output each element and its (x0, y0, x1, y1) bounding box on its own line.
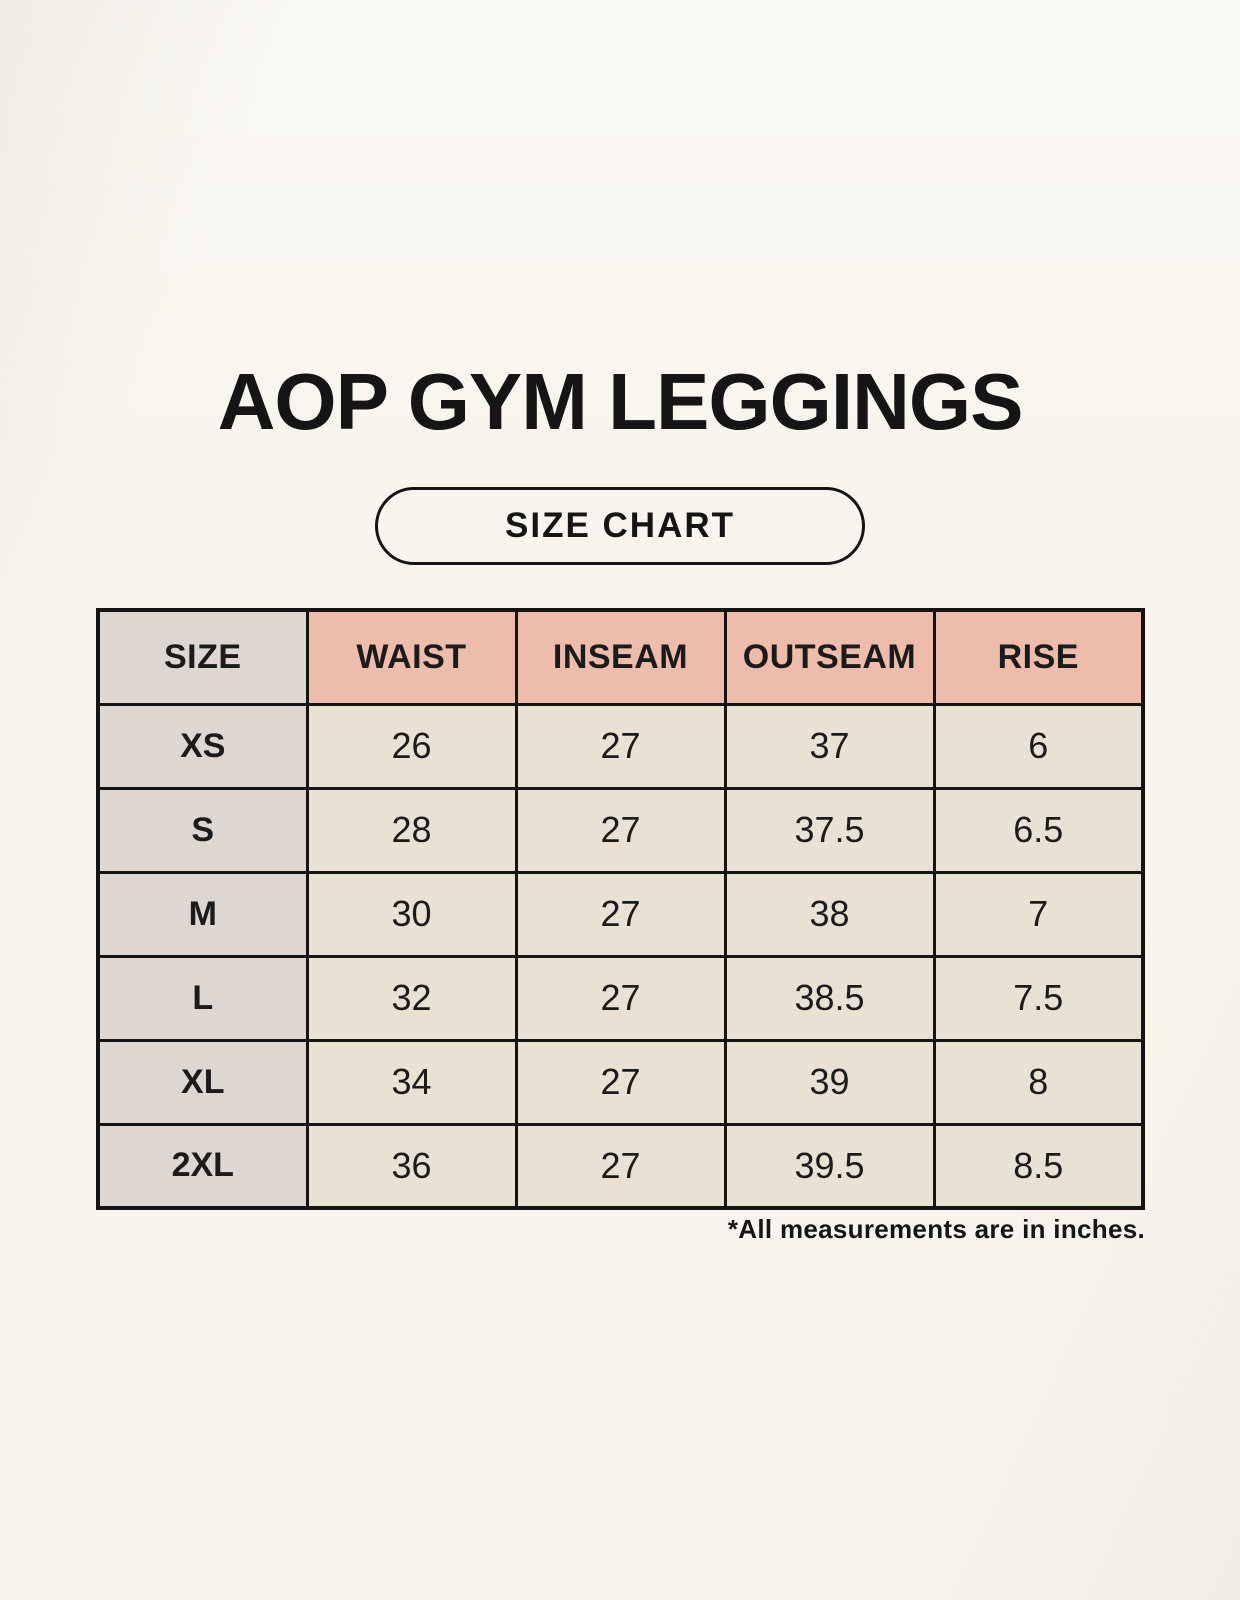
column-header-outseam: OUTSEAM (723, 608, 936, 706)
value-cell: 38.5 (723, 954, 936, 1042)
table-row: XL 34 27 39 8 (96, 1038, 1145, 1126)
size-cell: XS (96, 702, 309, 790)
column-header-inseam: INSEAM (514, 608, 727, 706)
value-cell: 39.5 (723, 1122, 936, 1210)
column-header-rise: RISE (932, 608, 1145, 706)
value-cell: 27 (514, 702, 727, 790)
value-cell: 26 (305, 702, 518, 790)
value-cell: 7.5 (932, 954, 1145, 1042)
size-table: SIZE WAIST INSEAM OUTSEAM RISE XS 26 27 … (96, 608, 1145, 1210)
value-cell: 8.5 (932, 1122, 1145, 1210)
size-chart-badge-label: SIZE CHART (505, 506, 735, 545)
value-cell: 6 (932, 702, 1145, 790)
size-cell: M (96, 870, 309, 958)
table-row: XS 26 27 37 6 (96, 702, 1145, 790)
value-cell: 27 (514, 1122, 727, 1210)
size-cell: S (96, 786, 309, 874)
value-cell: 36 (305, 1122, 518, 1210)
column-header-waist: WAIST (305, 608, 518, 706)
value-cell: 37 (723, 702, 936, 790)
value-cell: 27 (514, 954, 727, 1042)
value-cell: 37.5 (723, 786, 936, 874)
value-cell: 27 (514, 786, 727, 874)
table-row: M 30 27 38 7 (96, 870, 1145, 958)
value-cell: 38 (723, 870, 936, 958)
measurements-footnote: *All measurements are in inches. (727, 1214, 1145, 1244)
value-cell: 27 (514, 1038, 727, 1126)
value-cell: 8 (932, 1038, 1145, 1126)
column-header-size: SIZE (96, 608, 309, 706)
value-cell: 28 (305, 786, 518, 874)
value-cell: 7 (932, 870, 1145, 958)
size-cell: L (96, 954, 309, 1042)
value-cell: 30 (305, 870, 518, 958)
header-row: SIZE WAIST INSEAM OUTSEAM RISE (96, 608, 1145, 706)
page-title: AOP GYM LEGGINGS (217, 357, 1024, 446)
size-chart-badge: SIZE CHART (375, 487, 865, 565)
size-cell: XL (96, 1038, 309, 1126)
value-cell: 39 (723, 1038, 936, 1126)
value-cell: 32 (305, 954, 518, 1042)
value-cell: 34 (305, 1038, 518, 1126)
table-row: L 32 27 38.5 7.5 (96, 954, 1145, 1042)
value-cell: 27 (514, 870, 727, 958)
value-cell: 6.5 (932, 786, 1145, 874)
table-row: S 28 27 37.5 6.5 (96, 786, 1145, 874)
size-cell: 2XL (96, 1122, 309, 1210)
table-row: 2XL 36 27 39.5 8.5 (96, 1122, 1145, 1210)
